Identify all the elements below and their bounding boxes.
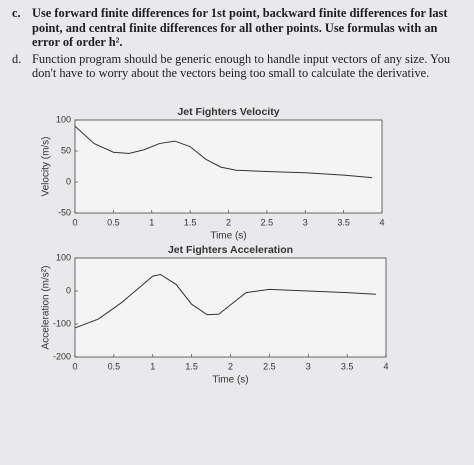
x-tick-label: 4 (383, 361, 388, 371)
x-tick-label: 3.5 (337, 217, 350, 227)
list-item: c. Use forward finite differences for 1st… (12, 6, 464, 50)
y-axis-label: Acceleration (m/s²) (41, 266, 52, 350)
x-tick-label: 1 (150, 361, 155, 371)
y-tick-label: -50 (58, 207, 71, 217)
x-tick-label: 1 (149, 217, 154, 227)
x-tick-label: 1.5 (184, 217, 197, 227)
y-tick-label: 50 (61, 145, 71, 155)
plot-area (74, 257, 387, 358)
item-label: c. (12, 6, 21, 20)
x-tick-label: 1.5 (185, 361, 198, 371)
document: c. Use forward finite differences for 1st… (12, 6, 464, 83)
plot-area (74, 119, 383, 214)
x-axis-label: Time (s) (212, 375, 248, 386)
x-tick-label: 2.5 (263, 361, 276, 371)
x-tick-label: 3.5 (341, 361, 354, 371)
x-tick-label: 0.5 (108, 361, 121, 371)
x-tick-label: 0 (72, 361, 77, 371)
y-tick-label: 100 (56, 252, 71, 262)
chart-title: Jet Fighters Velocity (177, 106, 279, 118)
x-tick-label: 2.5 (261, 217, 274, 227)
chart-title: Jet Fighters Acceleration (168, 244, 293, 256)
x-tick-label: 3 (303, 217, 308, 227)
y-tick-label: 100 (56, 114, 71, 124)
y-tick-label: -200 (53, 351, 71, 361)
x-tick-label: 3 (306, 361, 311, 371)
x-tick-label: 2 (226, 217, 231, 227)
data-line (74, 273, 376, 329)
item-text: Use forward finite differences for 1st p… (32, 6, 448, 49)
x-tick-label: 2 (228, 361, 233, 371)
data-line (74, 125, 373, 179)
item-text: Function program should be generic enoug… (32, 51, 451, 81)
x-tick-label: 0 (72, 217, 77, 227)
list-item: d. Function program should be generic eno… (12, 52, 464, 81)
y-tick-label: -100 (53, 318, 71, 328)
y-tick-label: 0 (66, 176, 71, 186)
x-tick-label: 4 (379, 217, 384, 227)
item-label: d. (12, 51, 22, 66)
y-axis-label: Velocity (m/s) (41, 136, 52, 196)
x-axis-label: Time (s) (210, 231, 246, 242)
y-tick-label: 0 (66, 285, 71, 295)
x-tick-label: 0.5 (107, 217, 120, 227)
